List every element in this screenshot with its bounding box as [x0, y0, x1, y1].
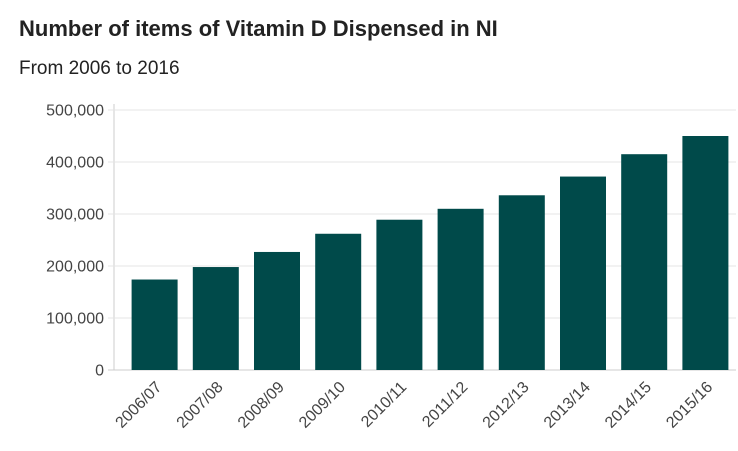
bars	[131, 136, 729, 370]
x-tick-label: 2012/13	[480, 379, 533, 432]
y-tick-label: 0	[95, 363, 104, 380]
x-tick-label: 2009/10	[296, 379, 349, 432]
bar-2009-10	[315, 233, 362, 370]
y-tick-label: 100,000	[46, 311, 104, 328]
bar-2006-07	[131, 279, 178, 370]
y-tick-label: 400,000	[46, 155, 104, 172]
y-axis-ticks: 0 100,000 200,000 300,000 400,000 500,000	[46, 103, 104, 380]
x-tick-label: 2008/09	[235, 379, 288, 432]
bar-2012-13	[498, 195, 545, 370]
x-tick-label: 2006/07	[113, 379, 166, 432]
bar-2015-16	[682, 136, 729, 370]
y-tick-label: 200,000	[46, 259, 104, 276]
bar-2007-08	[192, 267, 239, 370]
chart-subtitle: From 2006 to 2016	[19, 58, 180, 79]
x-tick-label: 2010/11	[358, 379, 410, 431]
y-tick-label: 500,000	[46, 103, 104, 120]
bar-2010-11	[376, 219, 423, 370]
x-axis-ticks: 2006/07 2007/08 2008/09 2009/10 2010/11 2011/…	[113, 379, 717, 432]
bar-2008-09	[254, 251, 300, 370]
y-tick-label: 300,000	[46, 207, 104, 224]
x-tick-label: 2011/12	[419, 379, 471, 431]
bar-2014-15	[621, 154, 668, 370]
x-tick-label: 2015/16	[663, 379, 716, 432]
x-tick-label: 2013/14	[541, 379, 594, 432]
x-tick-label: 2014/15	[602, 379, 655, 432]
chart-title: Number of items of Vitamin D Dispensed i…	[19, 16, 498, 41]
bar-2013-14	[560, 176, 606, 370]
x-tick-label: 2007/08	[174, 379, 227, 432]
bar-2011-12	[437, 208, 484, 370]
